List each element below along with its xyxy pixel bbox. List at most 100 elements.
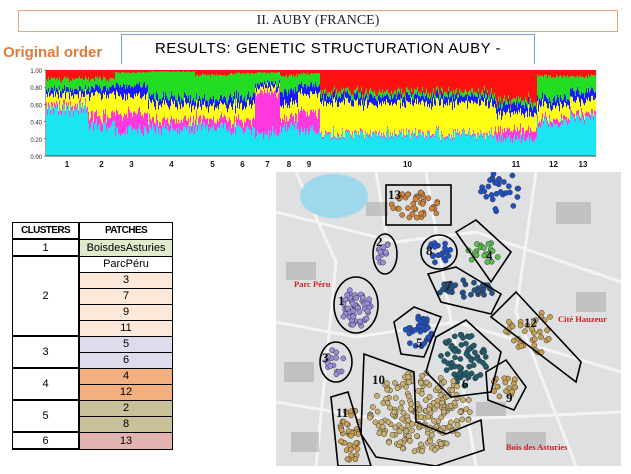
bar-cyan	[229, 127, 231, 156]
bar-green	[214, 74, 216, 105]
bar-cyan	[336, 140, 338, 156]
bar-red	[197, 70, 199, 75]
sample-point	[333, 349, 340, 356]
bar-yellow	[179, 104, 181, 124]
bar-cyan	[338, 136, 340, 156]
bar-magenta	[302, 110, 304, 132]
bar-magenta	[350, 133, 352, 136]
bar-green	[129, 73, 131, 85]
bar-magenta	[50, 109, 52, 115]
bar-magenta	[477, 132, 479, 134]
bar-cyan	[201, 131, 203, 156]
bar-cyan	[110, 126, 112, 156]
bar-blue	[457, 97, 459, 105]
bar-magenta	[51, 101, 53, 106]
bar-red	[399, 70, 401, 90]
bar-red	[269, 70, 271, 73]
bar-yellow	[347, 97, 349, 131]
bar-cyan	[387, 128, 389, 156]
bar-red	[524, 70, 526, 102]
bar-green	[403, 92, 405, 98]
bar-cyan	[70, 105, 72, 156]
sample-point	[463, 369, 470, 376]
bar-green	[268, 73, 270, 83]
bar-magenta	[117, 110, 119, 128]
bar-red	[563, 70, 565, 76]
bar-blue	[456, 92, 458, 99]
bar-blue	[550, 101, 552, 110]
bar-magenta	[247, 118, 249, 127]
bar-cyan	[589, 117, 591, 156]
bar-blue	[462, 97, 464, 102]
bar-yellow	[84, 97, 86, 106]
patch-cell: 12	[78, 383, 173, 401]
bar-yellow	[92, 92, 94, 111]
bar-red	[566, 70, 568, 78]
sample-point	[529, 326, 535, 333]
bar-green	[366, 88, 368, 94]
bar-blue	[191, 103, 193, 113]
bar-blue	[131, 86, 133, 98]
bar-cyan	[302, 131, 304, 156]
bar-red	[378, 70, 380, 93]
bar-magenta	[143, 117, 145, 137]
bar-yellow	[97, 91, 99, 117]
bar-red	[210, 70, 212, 77]
bar-green	[576, 76, 578, 91]
bar-blue	[255, 83, 257, 88]
bar-magenta	[87, 106, 89, 111]
bar-green	[398, 87, 400, 92]
bar-cyan	[193, 125, 195, 156]
site-label-2: 2	[376, 234, 383, 249]
bar-yellow	[586, 98, 588, 112]
bar-red	[389, 70, 391, 94]
site-5-outline	[393, 306, 443, 358]
bar-blue	[544, 94, 546, 102]
bar-cyan	[168, 130, 170, 156]
bar-red	[387, 70, 389, 90]
bar-red	[264, 70, 266, 73]
bar-green	[205, 74, 207, 101]
bar-blue	[199, 95, 201, 101]
bar-cyan	[538, 127, 540, 156]
bar-red	[90, 70, 92, 80]
bar-cyan	[102, 131, 104, 156]
segment-label: 4	[169, 160, 174, 169]
bar-magenta	[239, 120, 241, 127]
bar-cyan	[305, 135, 307, 156]
bar-magenta	[373, 131, 375, 133]
bar-cyan	[491, 128, 493, 156]
bar-cyan	[381, 134, 383, 156]
bar-magenta	[195, 119, 197, 127]
sample-point	[431, 447, 438, 453]
bar-magenta	[119, 114, 121, 134]
bar-magenta	[268, 93, 270, 131]
bar-blue	[409, 94, 411, 103]
sample-point	[412, 196, 419, 203]
bar-green	[345, 88, 347, 92]
bar-cyan	[476, 140, 478, 156]
bar-blue	[206, 99, 208, 109]
bar-green	[51, 77, 53, 87]
bar-magenta	[544, 115, 546, 119]
bar-red	[514, 70, 516, 99]
bar-blue	[575, 95, 577, 103]
bar-cyan	[332, 138, 334, 156]
bar-yellow	[171, 98, 173, 116]
bar-red	[379, 70, 381, 90]
bar-magenta	[492, 135, 494, 138]
bar-yellow	[376, 106, 378, 132]
bar-yellow	[512, 112, 514, 133]
sample-point	[444, 351, 451, 357]
bar-magenta	[212, 120, 214, 127]
bar-green	[293, 74, 295, 90]
bar-blue	[349, 95, 351, 104]
bar-yellow	[483, 101, 485, 134]
bar-cyan	[471, 137, 473, 156]
bar-magenta	[129, 110, 131, 126]
bar-blue	[119, 87, 121, 97]
bar-magenta	[528, 125, 530, 136]
bar-magenta	[474, 133, 476, 136]
bar-green	[161, 71, 163, 101]
